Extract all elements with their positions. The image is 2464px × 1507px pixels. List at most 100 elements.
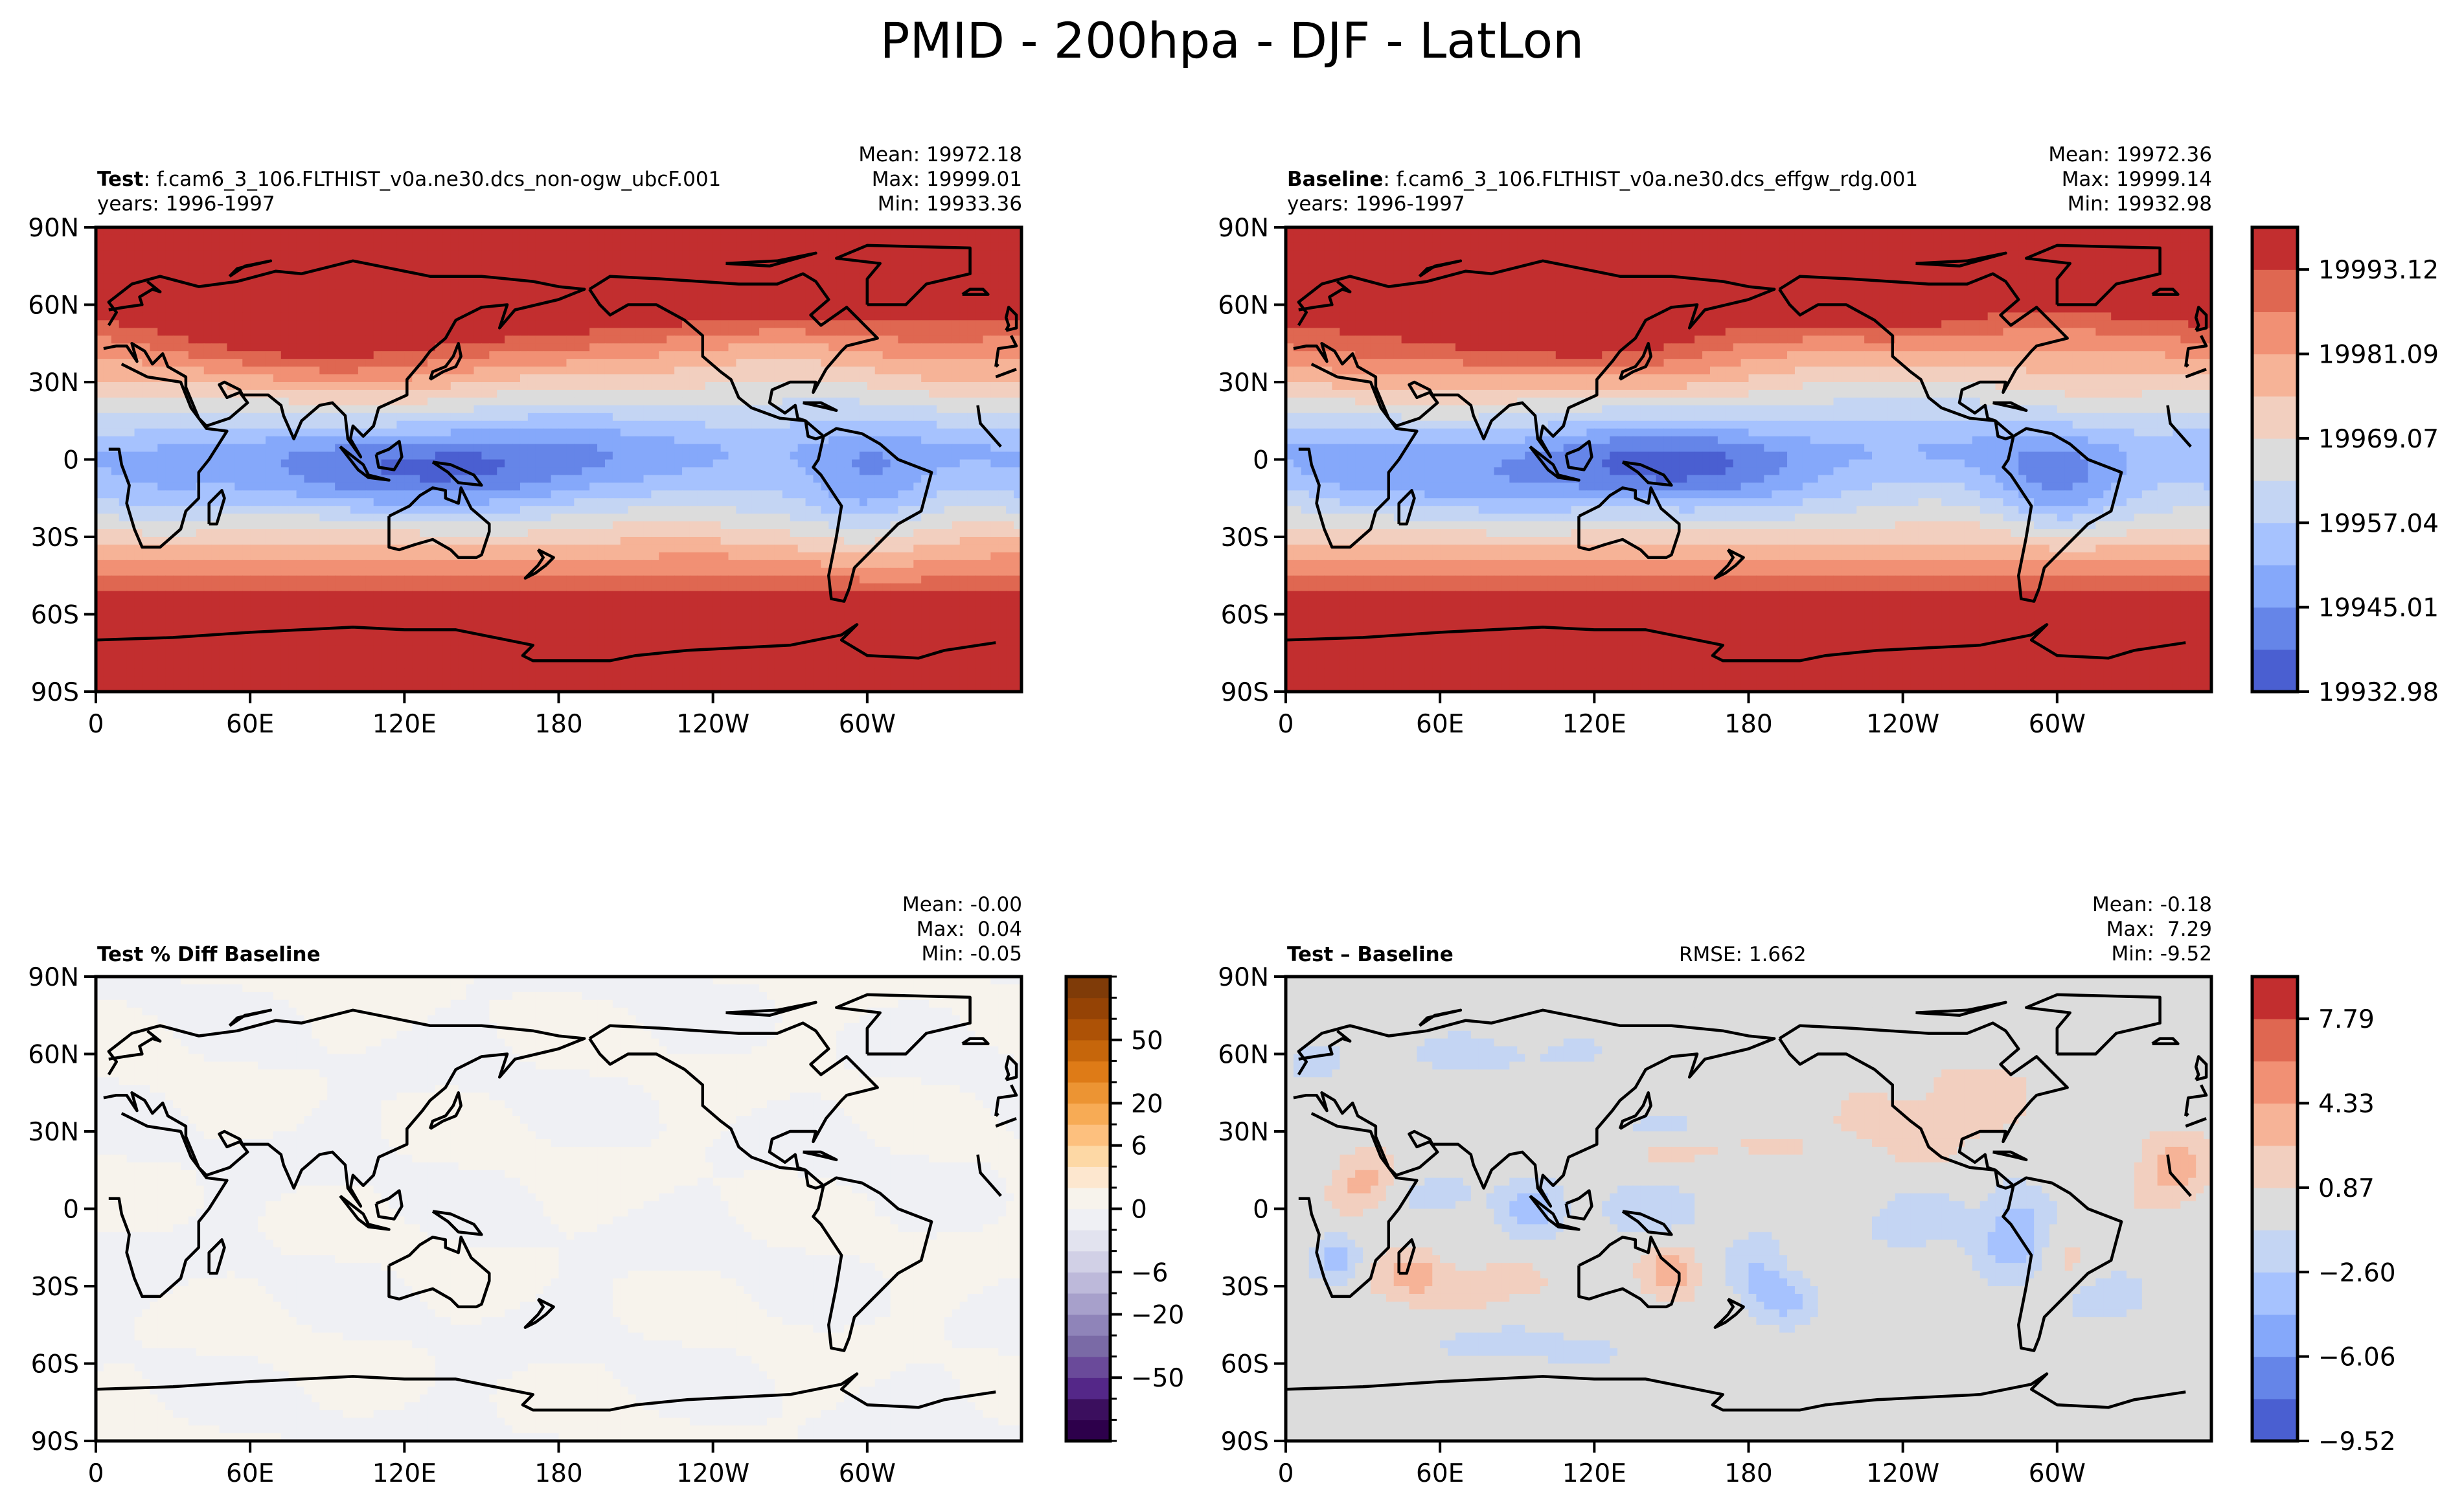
colorbar-frame <box>2250 975 2299 1443</box>
coastline <box>387 1236 491 1309</box>
coastline <box>2166 405 2192 448</box>
y-tick-label: 60N <box>28 1041 79 1070</box>
coastline <box>2194 306 2208 332</box>
pctdiff-min: Min: -0.05 <box>902 942 1022 966</box>
coastline <box>2024 244 2162 306</box>
test-min: Min: 19933.36 <box>858 192 1022 216</box>
coastline <box>228 259 273 278</box>
colorbar-swatch <box>2252 396 2298 439</box>
colorbar-swatch <box>1066 1039 1110 1061</box>
colorbar-swatch <box>1066 1082 1110 1104</box>
coastline <box>994 1084 1018 1116</box>
coastline <box>103 1008 586 1208</box>
colorbar-swatch <box>2252 438 2298 481</box>
coastline <box>339 1194 391 1231</box>
coastline <box>2184 1112 2189 1117</box>
pctdiff-title-bold: Test % Diff Baseline <box>97 943 321 966</box>
y-tick-label: 0 <box>1253 446 1269 475</box>
figure-title: PMID - 200hpa - DJF - LatLon <box>0 12 2464 69</box>
colorbar-swatch <box>2252 649 2298 692</box>
test-title: Test: f.cam6_3_106.FLTHIST_v0a.ne30.dcs_… <box>97 167 721 192</box>
x-tick-label: 180 <box>534 710 582 739</box>
coastline <box>725 251 817 268</box>
test-stats: Mean: 19972.18 Max: 19999.01 Min: 19933.36 <box>858 142 1022 216</box>
coastline <box>976 405 1002 448</box>
y-tick-label: 60S <box>1221 1350 1269 1379</box>
colorbar-swatch <box>2252 1145 2298 1188</box>
coastline <box>812 427 933 603</box>
colorbar-tick-label: −20 <box>1131 1300 1184 1330</box>
coastline <box>1564 440 1593 471</box>
colorbar-swatch <box>1066 1103 1110 1125</box>
colorbar-tick-label: 19957.04 <box>2318 509 2439 538</box>
colorbar-swatch <box>1066 997 1110 1019</box>
test-max: Max: 19999.01 <box>858 167 1022 192</box>
colorbar-tick-label: −6 <box>1131 1258 1169 1287</box>
coastline <box>2166 1154 2192 1197</box>
pctdiff-mean: Mean: -0.00 <box>902 892 1022 917</box>
coastlines <box>96 993 1018 1412</box>
y-tick-label: 30N <box>28 1118 79 1147</box>
x-tick-label: 180 <box>1724 1459 1772 1488</box>
coastline <box>976 1154 1002 1197</box>
x-tick-label: 120W <box>1866 710 1939 739</box>
coastline <box>108 1112 229 1298</box>
y-tick-label: 30N <box>1218 368 1269 398</box>
colorbar-tick-label: 20 <box>1131 1090 1163 1119</box>
coastline <box>995 367 1017 379</box>
coastline <box>2024 993 2162 1056</box>
colorbar-tick-label: −50 <box>1131 1364 1184 1393</box>
colorbar-swatch <box>1066 1293 1110 1315</box>
x-tick-label: 120W <box>1866 1459 1939 1488</box>
coastline <box>1298 280 1352 312</box>
colorbar-frame <box>2250 225 2299 694</box>
coastline <box>1418 1008 1463 1027</box>
colorbar-tick-label: 0.87 <box>2318 1174 2375 1203</box>
coastline <box>1577 1236 1681 1309</box>
colorbar-swatch <box>2252 1272 2298 1315</box>
coastline <box>1004 1055 1018 1082</box>
x-tick-label: 0 <box>88 1459 104 1488</box>
colorbar-tick-label: −9.52 <box>2318 1427 2396 1456</box>
coastline <box>523 1297 555 1329</box>
baseline-title: Baseline: f.cam6_3_106.FLTHIST_v0a.ne30.… <box>1287 167 1918 192</box>
coastline <box>1286 1372 2186 1412</box>
colorbar-swatch <box>1066 1124 1110 1146</box>
coastline <box>387 486 491 560</box>
y-tick-label: 90N <box>28 963 79 992</box>
coastline <box>994 363 999 368</box>
colorbar-swatch <box>1066 1335 1110 1357</box>
x-tick-label: 120W <box>676 1459 749 1488</box>
coastline <box>1621 1210 1673 1236</box>
coastline <box>2002 1176 2123 1352</box>
map-panel-test: 0 60E 120E 180 120W 60W 90N 60N 30N 0 30S 60S 90S <box>28 214 1023 739</box>
coastline <box>1618 342 1652 381</box>
colorbar-swatch <box>2252 1103 2298 1146</box>
coastline <box>834 244 972 306</box>
colorbar-difference: −9.52 −6.06 −2.60 0.87 4.33 7.79 <box>2250 975 2396 1456</box>
coastline <box>1915 1001 2007 1017</box>
coastline <box>96 1372 996 1412</box>
coastline <box>1293 1008 1776 1208</box>
coastline <box>1564 1189 1593 1221</box>
diff-mean: Mean: -0.18 <box>2092 892 2212 917</box>
coastline <box>2184 1084 2208 1116</box>
colorbar-swatch <box>2252 312 2298 355</box>
coastline <box>96 623 996 663</box>
colorbar-swatch <box>2252 1314 2298 1357</box>
x-tick-label: 180 <box>534 1459 582 1488</box>
coastline <box>1618 1091 1652 1130</box>
y-tick-label: 30N <box>28 368 79 398</box>
colorbar-tick-label: 0 <box>1131 1195 1147 1225</box>
colorbar-swatch <box>2252 1061 2298 1104</box>
coastline <box>374 1189 404 1221</box>
coastline <box>207 489 226 526</box>
x-tick-label: 60W <box>839 1459 896 1488</box>
colorbar-swatch <box>1066 1251 1110 1273</box>
colorbar-swatch <box>1066 1187 1110 1210</box>
colorbar-swatch <box>2252 1356 2298 1399</box>
coastline <box>374 440 404 471</box>
coastline <box>803 401 838 413</box>
colorbar-swatch <box>2252 269 2298 312</box>
coastline <box>108 280 162 312</box>
